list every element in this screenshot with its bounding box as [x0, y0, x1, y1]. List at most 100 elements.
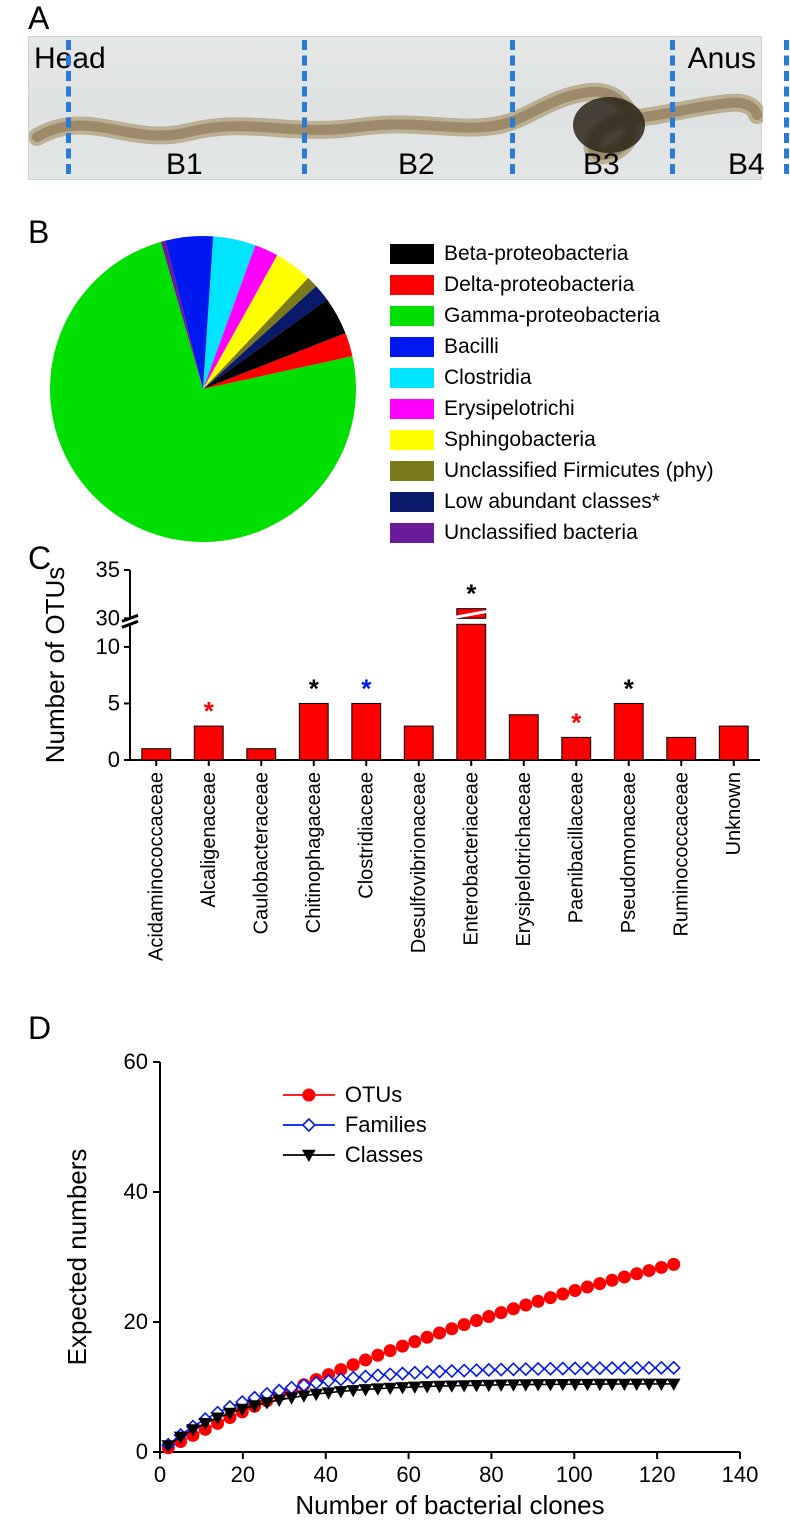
series-marker — [446, 1365, 458, 1377]
svg-text:Number of OTUs: Number of OTUs — [40, 567, 70, 764]
series-marker — [397, 1368, 409, 1380]
legend-series-label: OTUs — [345, 1082, 402, 1107]
series-marker — [569, 1284, 581, 1296]
series-marker — [507, 1363, 519, 1375]
category-label: Chitinophagaceae — [303, 772, 325, 933]
bar — [194, 726, 223, 760]
pie-chart — [48, 234, 358, 544]
category-label: Alcaligenaceae — [198, 772, 220, 908]
panel-a-divider — [66, 40, 71, 174]
bar — [614, 703, 643, 760]
pie-legend: Beta-proteobacteriaDelta-proteobacteriaG… — [390, 240, 714, 550]
legend-swatch — [390, 244, 434, 264]
svg-text:0: 0 — [136, 1439, 148, 1464]
series-marker — [520, 1363, 532, 1375]
series-marker — [594, 1362, 606, 1374]
series-marker — [483, 1364, 495, 1376]
legend-swatch — [390, 275, 434, 295]
series-marker — [631, 1268, 643, 1280]
category-label: Ruminococcaceae — [670, 772, 692, 937]
series-marker — [360, 1371, 372, 1383]
series-marker — [421, 1366, 433, 1378]
significance-star: * — [309, 673, 320, 703]
svg-text:120: 120 — [639, 1462, 676, 1487]
series-marker — [655, 1362, 667, 1374]
category-label: Pseudomonaceae — [618, 772, 640, 933]
panel-a-divider — [302, 40, 307, 174]
panel-a-divider — [784, 40, 789, 174]
legend-swatch — [390, 306, 434, 326]
series-marker — [643, 1362, 655, 1374]
category-label: Paenibacillaceae — [565, 772, 587, 923]
legend-label: Unclassified Firmicutes (phy) — [444, 457, 714, 486]
bar — [509, 715, 538, 760]
series-marker — [507, 1303, 519, 1315]
series-marker — [458, 1365, 470, 1377]
series-marker — [618, 1362, 630, 1374]
legend-label: Gamma-proteobacteria — [444, 302, 660, 331]
panel-a-segment-label: B2 — [398, 148, 435, 182]
series-marker — [372, 1349, 384, 1361]
legend-label: Sphingobacteria — [444, 426, 596, 455]
significance-star: * — [204, 696, 215, 726]
panel-a-divider — [510, 40, 515, 174]
category-label: Erysipelotrichaceae — [513, 772, 535, 947]
series-marker — [581, 1281, 593, 1293]
panel-a-photo — [28, 36, 762, 180]
bar — [142, 749, 171, 760]
legend-label: Beta-proteobacteria — [444, 240, 628, 269]
svg-text:0: 0 — [154, 1462, 166, 1487]
svg-text:60: 60 — [124, 1049, 148, 1074]
legend-label: Clostridia — [444, 364, 532, 393]
svg-text:10: 10 — [96, 634, 120, 659]
legend-row: Low abundant classes* — [390, 488, 714, 517]
panel-a-segment-label: B3 — [583, 148, 620, 182]
series-marker — [433, 1327, 445, 1339]
series-marker — [606, 1362, 618, 1374]
series-marker — [544, 1363, 556, 1375]
series-marker — [557, 1363, 569, 1375]
series-marker — [544, 1292, 556, 1304]
legend-label: Bacilli — [444, 333, 499, 362]
intestine-sketch-icon — [29, 37, 763, 181]
series-marker — [384, 1368, 396, 1380]
category-label: Caulobacteraceae — [250, 772, 272, 934]
figure: A Head Anus B1B2B3B4 B Beta-proteobacter… — [0, 0, 790, 1530]
svg-text:0: 0 — [108, 747, 120, 772]
series-marker — [618, 1271, 630, 1283]
svg-text:80: 80 — [479, 1462, 503, 1487]
category-label: Clostridiaceae — [355, 772, 377, 899]
bar — [352, 703, 381, 760]
legend-swatch — [390, 368, 434, 388]
svg-text:40: 40 — [124, 1179, 148, 1204]
category-label: Acidaminococcaceae — [145, 772, 167, 961]
bar — [404, 726, 433, 760]
series-marker — [668, 1362, 680, 1374]
svg-text:100: 100 — [556, 1462, 593, 1487]
panel-d: D 0204060801001201400204060Number of bac… — [0, 1010, 790, 1530]
panel-a: A Head Anus B1B2B3B4 — [0, 0, 790, 210]
bar-chart: 05103035Number of OTUsAcidaminococcaceae… — [20, 550, 780, 1010]
series-marker — [569, 1362, 581, 1374]
series-marker — [470, 1364, 482, 1376]
series-marker — [397, 1340, 409, 1352]
panel-label-a: A — [28, 0, 49, 37]
svg-text:Expected numbers: Expected numbers — [62, 1149, 92, 1366]
category-label: Unknown — [723, 772, 745, 855]
series-line — [168, 1264, 673, 1447]
svg-text:Number of bacterial clones: Number of bacterial clones — [295, 1490, 604, 1520]
bar — [562, 737, 591, 760]
legend-row: Unclassified Firmicutes (phy) — [390, 457, 714, 486]
panel-c: C 05103035Number of OTUsAcidaminococcace… — [0, 540, 790, 1010]
bar — [719, 726, 748, 760]
svg-text:20: 20 — [231, 1462, 255, 1487]
legend-swatch — [390, 399, 434, 419]
panel-label-b: B — [28, 214, 49, 251]
series-marker — [594, 1278, 606, 1290]
series-marker — [335, 1373, 347, 1385]
legend-label: Low abundant classes* — [444, 488, 660, 517]
panel-a-segment-label: B1 — [166, 148, 203, 182]
legend-row: Bacilli — [390, 333, 714, 362]
series-marker — [557, 1288, 569, 1300]
series-marker — [495, 1364, 507, 1376]
